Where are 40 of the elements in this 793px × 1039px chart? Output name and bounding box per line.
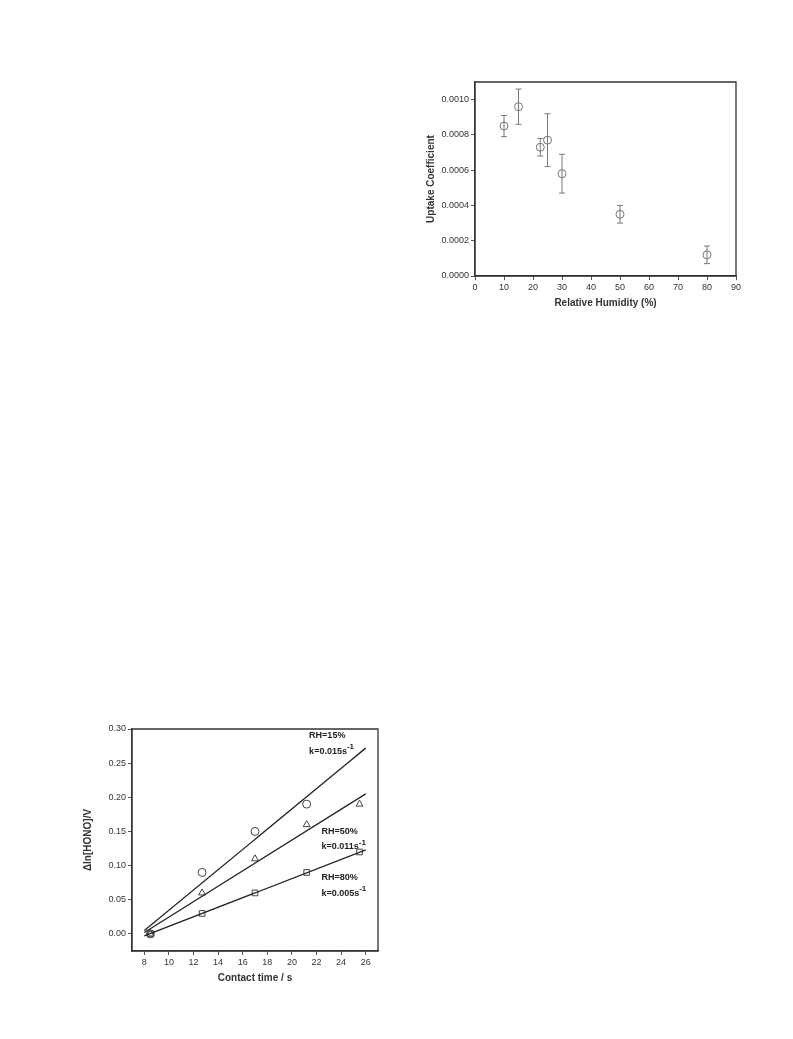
y-tick-label: 0.00 <box>108 928 126 939</box>
x-tick-label: 80 <box>701 281 713 292</box>
x-tick-label: 18 <box>262 956 273 967</box>
y-tick-label: 0.10 <box>108 860 126 871</box>
y-tick-label: 0.20 <box>108 791 126 802</box>
x-tick-label: 16 <box>237 956 248 967</box>
y-tick-label: 0.0002 <box>441 235 469 246</box>
x-tick-label: 30 <box>556 281 568 292</box>
x-tick-label: 24 <box>336 956 347 967</box>
x-axis-title: Relative Humidity (%) <box>554 296 657 308</box>
x-tick-label: 10 <box>163 956 174 967</box>
y-tick-label: 0.0010 <box>441 94 469 105</box>
x-tick-label: 70 <box>672 281 684 292</box>
y-tick-label: 0.0000 <box>441 270 469 281</box>
x-tick-label: 50 <box>614 281 626 292</box>
annotation: RH=50% <box>321 825 358 836</box>
annotation: RH=15% <box>309 730 346 741</box>
x-tick-label: 10 <box>498 281 510 292</box>
y-tick-label: 0.25 <box>108 757 126 768</box>
x-tick-label: 8 <box>141 956 147 967</box>
y-axis-title: Δln[HONO]/V <box>81 808 93 872</box>
x-tick-label: 22 <box>311 956 322 967</box>
x-tick-label: 40 <box>585 281 597 292</box>
x-tick-label: 20 <box>527 281 539 292</box>
x-tick-label: 20 <box>286 956 297 967</box>
y-tick-label: 0.0008 <box>441 129 469 140</box>
y-tick-label: 0.05 <box>108 894 126 905</box>
x-tick-label: 90 <box>730 281 742 292</box>
y-tick-label: 0.0004 <box>441 199 469 210</box>
x-tick-label: 26 <box>360 956 371 967</box>
x-tick-label: 0 <box>472 281 478 292</box>
x-tick-label: 14 <box>213 956 224 967</box>
y-tick-label: 0.15 <box>108 825 126 836</box>
y-axis-title: Uptake Coefficient <box>424 134 436 223</box>
y-tick-label: 0.30 <box>108 723 126 734</box>
x-tick-label: 12 <box>188 956 199 967</box>
x-tick-label: 60 <box>643 281 655 292</box>
annotation: RH=80% <box>321 872 358 883</box>
y-tick-label: 0.0006 <box>441 164 469 175</box>
x-axis-title: Contact time / s <box>217 971 293 983</box>
